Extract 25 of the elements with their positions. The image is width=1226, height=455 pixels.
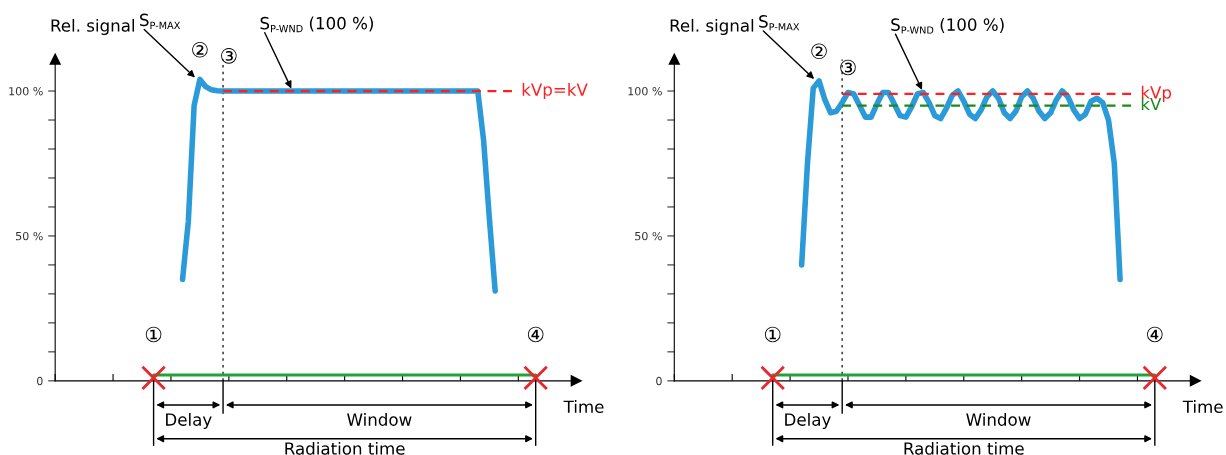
- annotation: ③: [840, 59, 856, 76]
- x-axis-title: Time: [563, 400, 604, 414]
- annotation: ④: [527, 326, 544, 343]
- y-axis-title: Rel. signal: [51, 18, 135, 36]
- y-axis-title: Rel. signal: [670, 18, 754, 36]
- annotation: ①: [145, 326, 162, 343]
- text: Radiation time: [285, 441, 405, 455]
- y-tick-label: 100 %: [9, 87, 43, 96]
- text: Window: [347, 412, 412, 426]
- text: Delay: [785, 412, 831, 430]
- text: ②: [192, 42, 208, 58]
- y-tick-label: 0: [656, 376, 662, 386]
- x-axis-title: Time: [1182, 400, 1223, 414]
- y-tick-label: 50 %: [635, 231, 662, 241]
- y-tick-label: 0: [37, 376, 43, 386]
- y-tick-label: 100 %: [628, 87, 662, 96]
- annotation: ③: [221, 48, 237, 64]
- text: ②: [811, 43, 827, 60]
- annotation: ④: [1147, 326, 1163, 343]
- text: Window: [966, 412, 1031, 426]
- text: Delay: [166, 412, 212, 430]
- text: Radiation time: [904, 441, 1024, 455]
- ref-line-label: kVp=kV: [522, 82, 588, 100]
- y-tick-label: 50 %: [15, 231, 43, 241]
- annotation: ①: [764, 326, 781, 343]
